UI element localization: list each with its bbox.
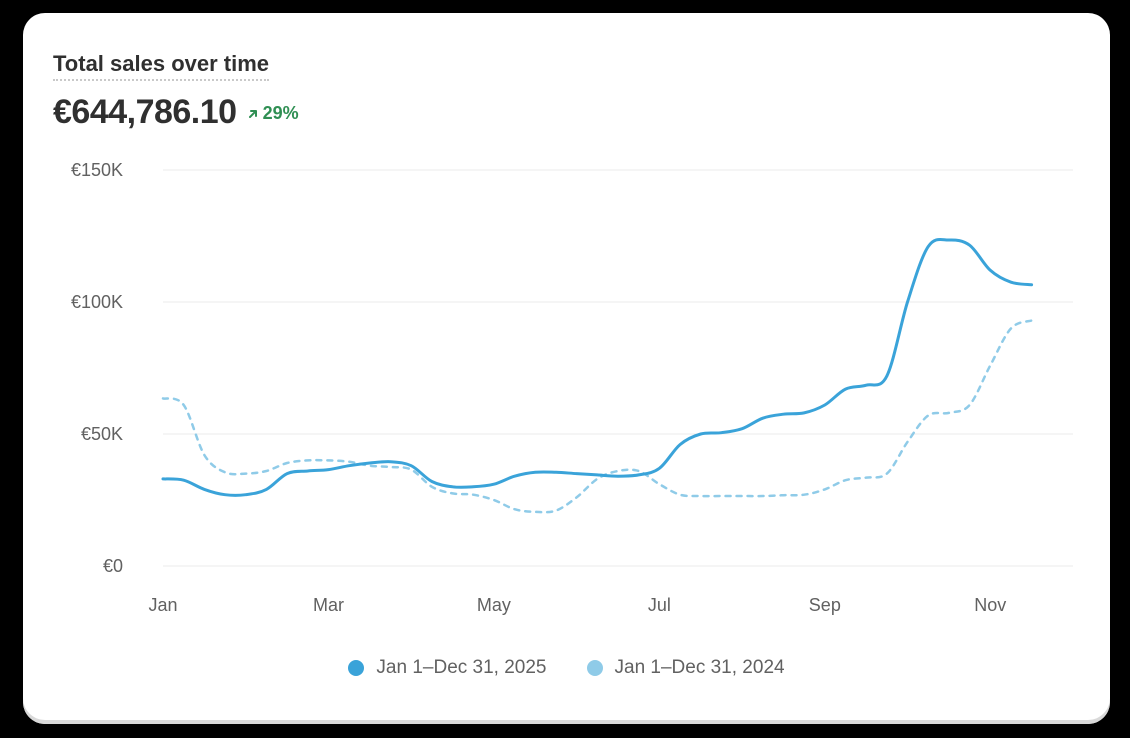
x-tick-label: Jan	[148, 595, 177, 615]
x-tick-label: Nov	[974, 595, 1006, 615]
chart-legend: Jan 1–Dec 31, 2025 Jan 1–Dec 31, 2024	[23, 657, 1110, 679]
series-line-2025	[161, 237, 1034, 497]
series-line-2024	[161, 319, 1033, 514]
x-tick-label: Jul	[648, 595, 671, 615]
x-tick-label: Mar	[313, 595, 344, 615]
y-tick-label: €150K	[71, 160, 123, 180]
legend-dot-icon	[586, 660, 603, 676]
metric-row: €644,786.10 29%	[53, 93, 299, 132]
legend-item[interactable]: Jan 1–Dec 31, 2025	[348, 657, 547, 679]
y-tick-label: €0	[103, 556, 123, 576]
x-tick-label: May	[477, 595, 511, 615]
legend-item[interactable]: Jan 1–Dec 31, 2024	[586, 657, 785, 679]
y-tick-label: €100K	[71, 292, 123, 312]
sales-card: Total sales over time €644,786.10 29% €0…	[23, 13, 1110, 724]
y-tick-label: €50K	[81, 424, 123, 444]
legend-label: Jan 1–Dec 31, 2024	[614, 657, 785, 678]
card-title[interactable]: Total sales over time	[53, 51, 270, 81]
x-tick-label: Sep	[809, 595, 841, 615]
legend-label: Jan 1–Dec 31, 2025	[376, 657, 547, 678]
delta-badge: 29%	[247, 103, 299, 124]
total-sales-value: €644,786.10	[53, 93, 237, 131]
arrow-up-right-icon	[248, 109, 257, 118]
legend-dot-icon	[348, 660, 365, 676]
sales-line-chart: €0 €50K €100K €150K Jan Mar May Jul Sep Nov	[71, 160, 1073, 615]
delta-percent: 29%	[262, 103, 299, 123]
